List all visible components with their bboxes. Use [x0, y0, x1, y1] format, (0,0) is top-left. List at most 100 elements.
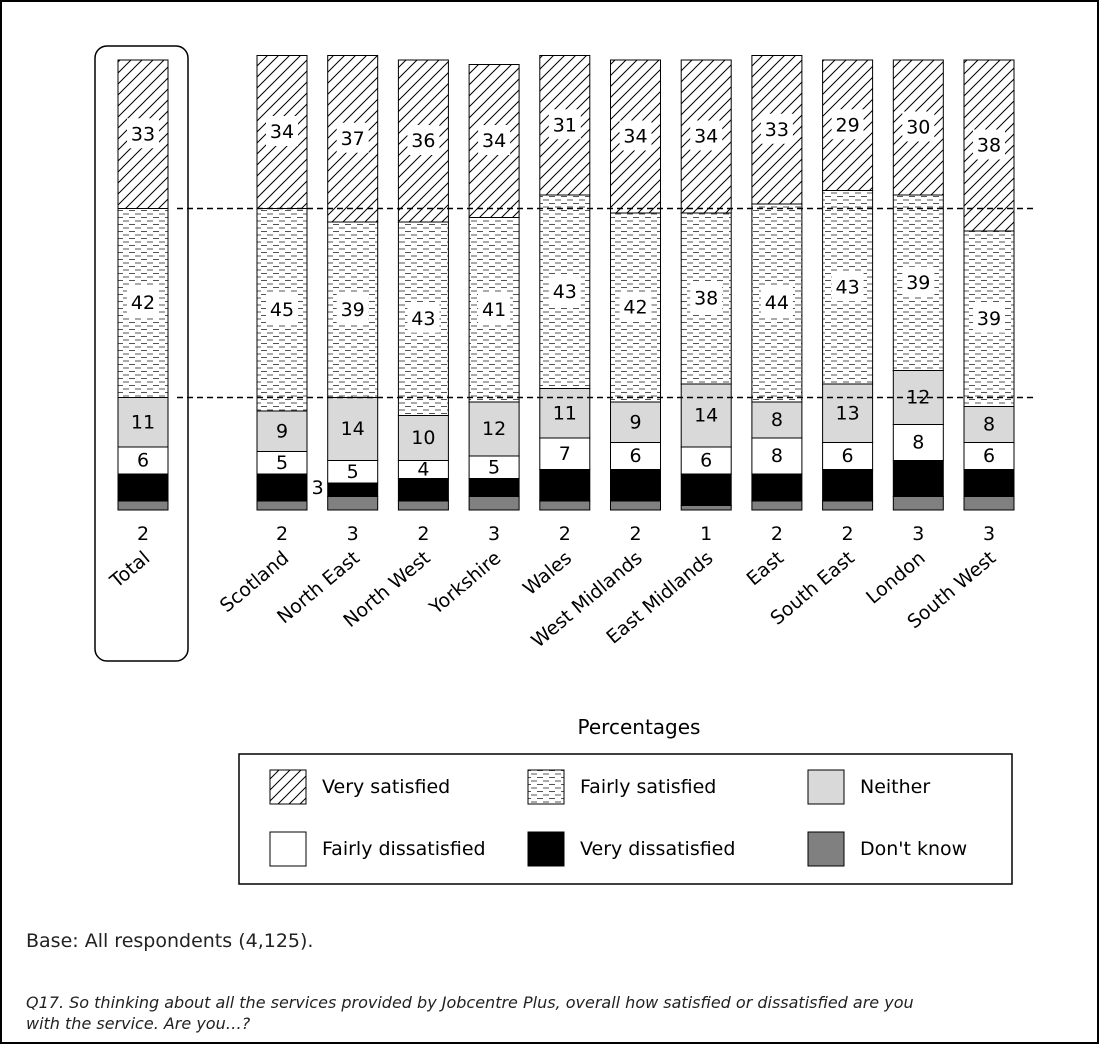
data-label-north-east-fairly-dissatisfied: 5 [347, 461, 359, 483]
data-label-wales-don-t-know: 2 [559, 523, 571, 545]
bar-east-midlands-fairly-dissatisfied [680, 446, 732, 475]
data-label-yorkshire-fairly-satisfied: 41 [482, 299, 506, 321]
data-label-east-midlands-very-satisfied: 34 [694, 126, 718, 148]
bar-east-don-t-know [751, 500, 803, 511]
data-label-south-east-very-satisfied: 29 [836, 114, 860, 136]
legend-swatch-neither [807, 769, 845, 805]
data-label-bg [760, 113, 793, 144]
total-highlight-box [94, 45, 189, 662]
bar-north-west-neither [397, 415, 449, 461]
bar-wales-very-dissatisfied [539, 469, 591, 502]
data-label-south-east-don-t-know: 2 [842, 523, 854, 545]
data-label-west-midlands-very-dissatisfied: 7 [629, 474, 641, 496]
bar-south-west-fairly-dissatisfied [963, 442, 1015, 470]
data-label-bg [760, 287, 793, 317]
data-label-bg [127, 118, 159, 149]
data-label-south-east-fairly-satisfied: 43 [836, 276, 860, 298]
data-label-bg [973, 129, 1005, 160]
bar-east-very-dissatisfied [751, 473, 803, 502]
bar-west-midlands-very-dissatisfied [610, 469, 661, 502]
data-label-west-midlands-very-satisfied: 34 [623, 126, 647, 148]
bar-london-very-dissatisfied [892, 460, 944, 497]
data-label-north-east-very-dissatisfied: 3 [312, 477, 324, 499]
data-label-east-neither: 8 [771, 409, 783, 431]
bar-south-east-neither [822, 383, 874, 443]
data-label-total-very-dissatisfied: 6 [137, 477, 149, 499]
data-label-wales-fairly-dissatisfied: 7 [559, 443, 571, 465]
bar-london-don-t-know [892, 496, 944, 511]
bar-north-east-very-satisfied [327, 55, 379, 223]
data-label-scotland-very-dissatisfied: 6 [276, 477, 288, 499]
data-label-east-very-dissatisfied: 6 [771, 477, 783, 499]
category-label-east: East [743, 547, 789, 590]
data-label-south-east-very-dissatisfied: 7 [842, 474, 854, 496]
legend-label-very-satisfied: Very satisfied [322, 776, 450, 798]
category-label-london: London [862, 547, 930, 609]
bar-north-east-don-t-know [327, 496, 379, 511]
data-label-bg [407, 125, 440, 155]
data-label-bg [973, 302, 1005, 333]
legend-swatch-don-t-know [807, 831, 845, 867]
base-note: Base: All respondents (4,125). [26, 930, 314, 952]
bar-east-midlands-neither [680, 383, 732, 448]
legend-label-don-t-know: Don't know [860, 838, 967, 860]
legend-label-very-dissatisfied: Very dissatisfied [580, 838, 735, 860]
bar-east-midlands-very-dissatisfied [680, 473, 732, 506]
data-label-bg [619, 291, 652, 322]
data-label-bg [902, 111, 935, 142]
data-label-bg [266, 293, 298, 324]
bar-south-west-don-t-know [963, 496, 1015, 511]
data-label-north-west-very-satisfied: 36 [411, 130, 435, 152]
data-label-london-very-dissatisfied: 8 [912, 468, 924, 490]
data-label-south-east-neither: 13 [836, 402, 860, 424]
bar-yorkshire-don-t-know [468, 496, 520, 511]
data-label-yorkshire-very-satisfied: 34 [482, 130, 506, 152]
data-label-scotland-neither: 9 [276, 420, 288, 442]
bar-south-east-don-t-know [822, 500, 874, 511]
data-label-london-don-t-know: 3 [912, 523, 924, 545]
data-label-north-west-very-dissatisfied: 5 [417, 479, 429, 501]
bar-wales-don-t-know [539, 500, 591, 511]
bar-wales-fairly-dissatisfied [539, 437, 591, 470]
bar-south-west-very-dissatisfied [963, 469, 1015, 497]
legend: Very satisfied Fairly satisfied Neither Fai… [238, 753, 1013, 885]
data-label-east-midlands-fairly-satisfied: 38 [694, 288, 718, 310]
legend-frame [238, 753, 1013, 885]
bar-east-midlands-don-t-know [680, 505, 732, 511]
data-label-scotland-very-satisfied: 34 [270, 121, 294, 143]
data-label-east-midlands-neither: 14 [694, 405, 718, 427]
legend-swatch-very-satisfied [269, 769, 307, 805]
question-note: Q17. So thinking about all the services … [26, 993, 914, 1033]
reference-lines [177, 207, 1034, 399]
data-label-south-west-don-t-know: 3 [983, 523, 995, 545]
bar-scotland-neither [256, 410, 308, 452]
data-label-bg [548, 109, 581, 140]
bar-south-east-very-dissatisfied [822, 469, 874, 502]
data-label-total-fairly-dissatisfied: 6 [137, 450, 149, 472]
data-label-east-fairly-satisfied: 44 [765, 292, 789, 314]
data-label-north-west-neither: 10 [411, 427, 435, 449]
data-label-wales-very-satisfied: 31 [553, 114, 577, 136]
data-label-east-midlands-don-t-know: 1 [700, 523, 712, 545]
data-label-west-midlands-fairly-satisfied: 42 [623, 297, 647, 319]
data-label-yorkshire-don-t-know: 3 [488, 523, 500, 545]
data-label-scotland-don-t-know: 2 [276, 523, 288, 545]
data-label-bg [127, 287, 159, 317]
data-label-east-very-satisfied: 33 [765, 119, 789, 141]
data-label-south-east-fairly-dissatisfied: 6 [842, 445, 854, 467]
legend-label-fairly-dissatisfied: Fairly dissatisfied [322, 838, 486, 860]
data-label-bg [690, 120, 723, 151]
bar-west-midlands-don-t-know [610, 500, 661, 511]
data-label-yorkshire-neither: 12 [482, 418, 506, 440]
data-label-london-fairly-satisfied: 39 [906, 272, 930, 294]
data-label-london-very-satisfied: 30 [906, 117, 930, 139]
data-label-bg [336, 122, 369, 153]
category-label-total: Total [105, 547, 154, 593]
bar-north-east-neither [327, 397, 379, 461]
bar-london-fairly-dissatisfied [892, 424, 944, 461]
labels-layer: 2661142332659453433514393725410433634512… [127, 109, 1005, 545]
bar-west-midlands-neither [610, 401, 661, 443]
bar-south-east-fairly-dissatisfied [822, 442, 874, 470]
x-axis-label: Percentages [578, 715, 701, 739]
